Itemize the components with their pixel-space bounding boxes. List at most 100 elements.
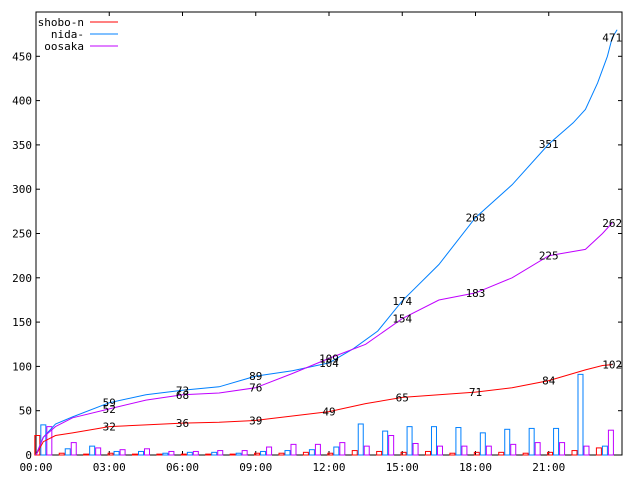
bar-shobon [522, 452, 529, 456]
y-axis: 0 50 100 150 200 250 300 350 400 450 [12, 50, 622, 462]
x-tick-label: 21:00 [532, 461, 565, 474]
bar-oosaka [314, 443, 321, 456]
bar-oosaka [290, 443, 297, 456]
bars [34, 373, 614, 456]
bar-nida [64, 448, 71, 456]
bar-nida [162, 452, 169, 456]
bar-shobon [473, 451, 480, 456]
y-tick-label: 400 [12, 95, 32, 108]
data-label: 109 [319, 352, 339, 365]
bar-shobon [400, 451, 407, 456]
bar-nida [382, 430, 389, 456]
bar-nida [528, 427, 535, 456]
bar-oosaka [168, 450, 175, 456]
y-tick-label: 350 [12, 139, 32, 152]
data-label: 32 [103, 421, 116, 434]
y-tick-label: 0 [25, 449, 32, 462]
bar-shobon [376, 450, 383, 456]
x-tick-label: 06:00 [166, 461, 199, 474]
data-label: 174 [392, 295, 412, 308]
x-tick-label: 18:00 [459, 461, 492, 474]
bar-nida [235, 452, 242, 456]
bar-oosaka [95, 447, 102, 456]
bar-nida [553, 427, 560, 456]
series-line-nida [35, 29, 618, 456]
bar-nida [113, 450, 120, 456]
bar-nida [406, 426, 413, 456]
data-labels: 32 36 39 49 65 71 84 102 59 73 89 104 174 268 351 471 52… [103, 32, 623, 434]
bar-nida [430, 426, 437, 456]
x-tick-label: 03:00 [93, 461, 126, 474]
bar-nida [40, 424, 47, 456]
data-label: 36 [176, 417, 189, 430]
data-label: 225 [539, 250, 559, 263]
x-tick-label: 15:00 [386, 461, 419, 474]
data-label: 65 [396, 391, 409, 404]
series-line-shobon [35, 364, 613, 456]
bar-shobon [424, 450, 431, 456]
data-label: 154 [392, 313, 412, 326]
bar-shobon [107, 452, 114, 456]
bar-oosaka [143, 448, 150, 456]
bar-nida [260, 450, 267, 456]
bar-nida [601, 445, 608, 456]
bar-nida [89, 445, 96, 456]
bar-shobon [180, 453, 187, 456]
data-label: 59 [103, 397, 116, 410]
bar-oosaka [217, 450, 224, 456]
bar-oosaka [363, 445, 370, 456]
bar-shobon [83, 453, 90, 456]
bar-nida [357, 423, 364, 456]
bar-shobon [229, 453, 236, 456]
bar-oosaka [510, 443, 517, 456]
data-label: 73 [176, 384, 189, 397]
bar-shobon [571, 450, 578, 456]
bar-nida [211, 451, 218, 456]
data-label: 183 [466, 287, 486, 300]
y-tick-label: 300 [12, 183, 32, 196]
data-label: 102 [602, 359, 622, 372]
data-label: 52 [103, 403, 116, 416]
bar-nida [479, 432, 486, 456]
bar-nida [186, 451, 193, 456]
legend-label: nida- [51, 28, 84, 41]
y-tick-label: 150 [12, 316, 32, 329]
bar-oosaka [70, 442, 77, 456]
legend-label: shobo-n [38, 16, 84, 29]
legend-label: oosaka [44, 40, 84, 53]
x-tick-label: 12:00 [312, 461, 345, 474]
bar-nida [504, 428, 511, 456]
series-line-oosaka [35, 222, 613, 456]
bar-shobon [351, 450, 358, 456]
bar-shobon [547, 451, 554, 456]
bar-nida [137, 450, 144, 456]
data-label: 39 [249, 414, 262, 427]
data-label: 68 [176, 389, 189, 402]
bar-shobon [156, 453, 163, 456]
bar-oosaka [583, 445, 590, 456]
bar-oosaka [388, 435, 395, 456]
bar-oosaka [485, 445, 492, 456]
series-lines [35, 29, 618, 456]
y-tick-label: 200 [12, 272, 32, 285]
bar-nida [577, 373, 584, 456]
bar-oosaka [192, 450, 199, 456]
bar-nida [284, 450, 291, 456]
y-tick-label: 50 [19, 405, 32, 418]
bar-nida [333, 446, 340, 456]
bar-oosaka [461, 445, 468, 456]
bar-oosaka [119, 449, 126, 456]
bar-shobon [302, 451, 309, 456]
data-label: 262 [602, 217, 622, 230]
y-tick-label: 100 [12, 360, 32, 373]
data-label: 84 [542, 375, 556, 388]
y-tick-label: 250 [12, 228, 32, 241]
bar-nida [455, 427, 462, 456]
bar-oosaka [241, 450, 248, 456]
x-tick-label: 09:00 [239, 461, 272, 474]
bar-oosaka [436, 445, 443, 456]
bar-shobon [595, 447, 602, 456]
bar-shobon [278, 452, 285, 456]
